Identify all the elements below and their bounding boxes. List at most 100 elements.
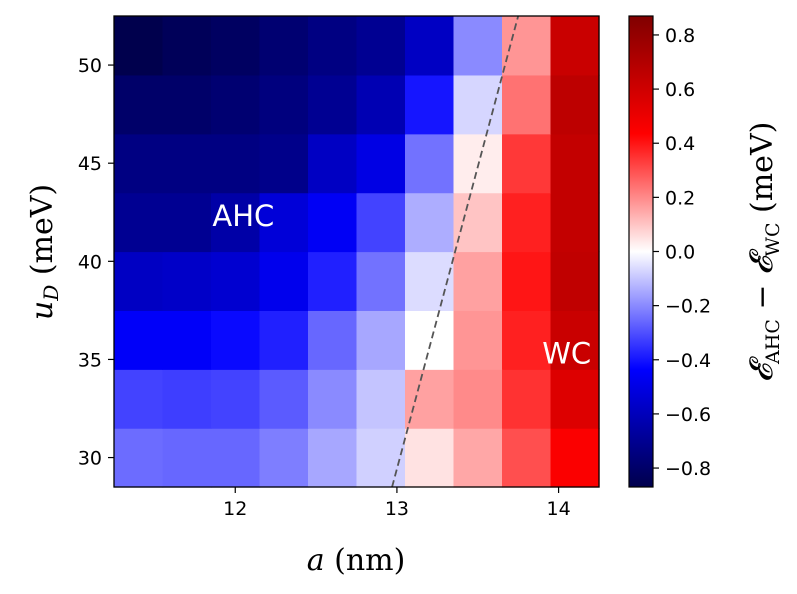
heatmap-cell: [550, 251, 600, 311]
heatmap-cell: [502, 251, 552, 311]
heatmap-cell: [356, 369, 406, 429]
heatmap-cell: [162, 192, 212, 253]
heatmap-cell: [356, 192, 406, 253]
heatmap-cell: [405, 310, 455, 370]
heatmap-cell: [162, 74, 212, 135]
heatmap-cell: [356, 428, 406, 488]
heatmap-cell: [308, 133, 358, 194]
heatmap-cell: [308, 428, 358, 488]
heatmap-cell: [502, 74, 552, 135]
heatmap-cell: [259, 428, 309, 488]
heatmap-cell: [356, 74, 406, 135]
heatmap-cell: [453, 310, 503, 370]
heatmap-cell: [211, 133, 261, 194]
y-tick-label: 40: [78, 251, 102, 273]
colorbar-label: 𝓔AHC − 𝓔WC (meV): [742, 122, 784, 383]
heatmap-cell: [550, 133, 600, 194]
colorbar-gradient: [628, 15, 654, 488]
heatmap-cell: [211, 74, 261, 135]
heatmap-cell: [405, 251, 455, 311]
heatmap-cell: [453, 428, 503, 488]
heatmap-cell: [211, 310, 261, 370]
heatmap-cell: [259, 192, 309, 253]
heatmap-cell: [162, 16, 212, 76]
heatmap-cell: [405, 16, 455, 76]
heatmap-cell: [259, 369, 309, 429]
heatmap-cell: [502, 133, 552, 194]
heatmap-cell: [211, 428, 261, 488]
heatmap-cell: [162, 369, 212, 429]
colorbar: −0.8 −0.6 −0.4 −0.2 0.0 0.2 0.4 0.6 0.8: [628, 15, 711, 488]
colorbar-tick-label: 0.8: [665, 25, 695, 47]
heatmap-cell: [162, 133, 212, 194]
ahc-region-label: AHC: [212, 199, 274, 233]
heatmap-cell: [405, 133, 455, 194]
heatmap-cell: [502, 369, 552, 429]
heatmap-cell: [308, 251, 358, 311]
heatmap-cell: [550, 192, 600, 253]
x-axis: 12 13 14: [223, 487, 571, 520]
heatmap-cell: [211, 251, 261, 311]
colorbar-tick-label: −0.8: [665, 458, 711, 480]
heatmap-cell: [405, 74, 455, 135]
heatmap-cell: [550, 16, 600, 76]
colorbar-tick-label: 0.0: [665, 242, 695, 264]
heatmap-cell: [453, 192, 503, 253]
heatmap-cell: [211, 16, 261, 76]
x-tick-label: 12: [223, 498, 247, 520]
heatmap-cell: [550, 428, 600, 488]
heatmap-cell: [259, 74, 309, 135]
heatmap-cell: [259, 133, 309, 194]
y-tick-label: 50: [78, 55, 102, 77]
heatmap-cell: [453, 16, 503, 76]
colorbar-tick-label: 0.6: [665, 79, 695, 101]
heatmap-cell: [502, 428, 552, 488]
region-labels: AHC WC: [212, 199, 591, 370]
colorbar-tick-label: 0.4: [665, 133, 695, 155]
heatmap-cell: [550, 310, 600, 370]
y-axis: 30 35 40 45 50: [78, 55, 114, 470]
wc-region-label: WC: [542, 337, 591, 371]
heatmap-cell: [356, 251, 406, 311]
x-axis-label: a (nm): [307, 543, 406, 578]
heatmap-cell: [211, 369, 261, 429]
heatmap-cell: [405, 428, 455, 488]
heatmap-cell: [114, 310, 164, 370]
heatmap-cell: [550, 369, 600, 429]
heatmap-cell: [405, 369, 455, 429]
heatmap-cell: [308, 74, 358, 135]
heatmap-cell: [259, 251, 309, 311]
heatmap-cell: [453, 74, 503, 135]
heatmap-cell: [308, 369, 358, 429]
heatmap-cell: [114, 133, 164, 194]
heatmap-cell: [114, 369, 164, 429]
heatmap-cell: [162, 310, 212, 370]
plot-frame: [113, 15, 600, 488]
heatmap-cell: [162, 428, 212, 488]
phase-boundary-line: [391, 15, 520, 488]
heatmap-cell: [114, 251, 164, 311]
heatmap-cell: [308, 16, 358, 76]
heatmap-cell: [114, 16, 164, 76]
heatmap-cell: [502, 192, 552, 253]
colorbar-tick-label: −0.2: [665, 296, 711, 318]
heatmap-cell: [162, 251, 212, 311]
colorbar-ticks: −0.8 −0.6 −0.4 −0.2 0.0 0.2 0.4 0.6 0.8: [653, 25, 711, 480]
heatmap-cell: [114, 192, 164, 253]
colorbar-tick-label: 0.2: [665, 187, 695, 209]
heatmap-cell: [259, 310, 309, 370]
y-tick-label: 45: [78, 153, 102, 175]
y-tick-label: 35: [78, 349, 102, 371]
heatmap-cell: [356, 310, 406, 370]
x-tick-label: 13: [385, 498, 409, 520]
y-tick-label: 30: [78, 448, 102, 470]
heatmap-cell: [308, 310, 358, 370]
heatmap-cell: [356, 16, 406, 76]
x-tick-label: 14: [546, 498, 570, 520]
heatmap-cell: [356, 133, 406, 194]
heatmap-cell: [211, 192, 261, 253]
heatmap-cell: [502, 310, 552, 370]
heatmap-cell: [550, 74, 600, 135]
colorbar-tick-label: −0.4: [665, 350, 711, 372]
